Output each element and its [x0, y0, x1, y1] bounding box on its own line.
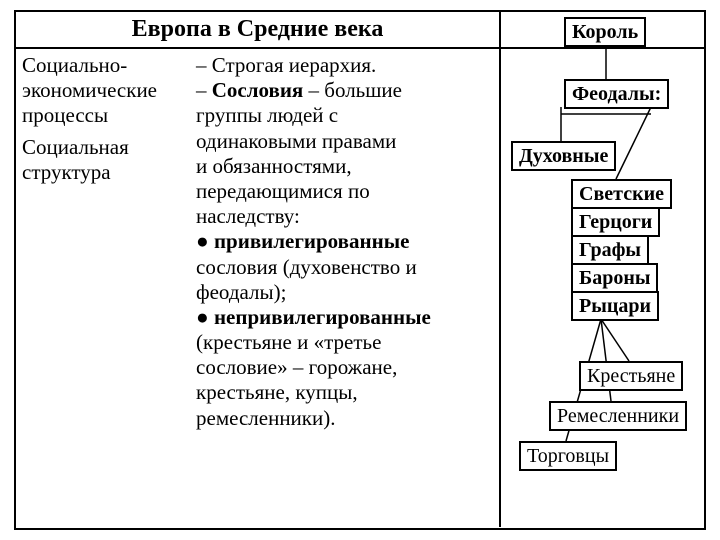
- body-row: Социально-экономические процессы Социаль…: [16, 49, 704, 527]
- box-secular: Светские: [571, 179, 672, 209]
- box-counts: Графы: [571, 235, 649, 265]
- box-barons: Бароны: [571, 263, 658, 293]
- box-spiritual: Духовные: [511, 141, 616, 171]
- mid-line-13: сословие» – горожане,: [196, 355, 493, 380]
- mid-line-7: наследству:: [196, 204, 493, 229]
- right-column: Король Феодалы: Духовные Светские Герцог…: [501, 49, 704, 527]
- outer-frame: Европа в Средние века Социально-экономич…: [14, 10, 706, 530]
- box-knights: Рыцари: [571, 291, 659, 321]
- mid-line-14: крестьяне, купцы,: [196, 380, 493, 405]
- box-dukes: Герцоги: [571, 207, 660, 237]
- left-item-2: Социальная структура: [22, 135, 192, 185]
- box-king: Король: [564, 17, 646, 47]
- box-feodals: Феодалы:: [564, 79, 669, 109]
- mid-line-3: группы людей с: [196, 103, 493, 128]
- left-item-1: Социально-экономические процессы: [22, 53, 192, 129]
- page-title: Европа в Средние века: [16, 12, 501, 47]
- box-merchants: Торговцы: [519, 441, 617, 471]
- mid-line-12: (крестьяне и «третье: [196, 330, 493, 355]
- mid-line-6: передающимися по: [196, 179, 493, 204]
- box-craftsmen: Ремесленники: [549, 401, 687, 431]
- mid-line-2: – Сословия – большие: [196, 78, 493, 103]
- mid-line-10: феодалы);: [196, 280, 493, 305]
- mid-line-1: – Строгая иерархия.: [196, 53, 493, 78]
- mid-line-9: сословия (духовенство и: [196, 255, 493, 280]
- mid-line-4: одинаковыми правами: [196, 129, 493, 154]
- middle-column: – Строгая иерархия. – Сословия – большие…: [196, 49, 501, 527]
- left-column: Социально-экономические процессы Социаль…: [16, 49, 196, 527]
- mid-line-8: ● привилегированные: [196, 229, 493, 254]
- mid-line-15: ремесленники).: [196, 406, 493, 431]
- box-peasants: Крестьяне: [579, 361, 683, 391]
- mid-line-5: и обязанностями,: [196, 154, 493, 179]
- mid-line-11: ● непривилегированные: [196, 305, 493, 330]
